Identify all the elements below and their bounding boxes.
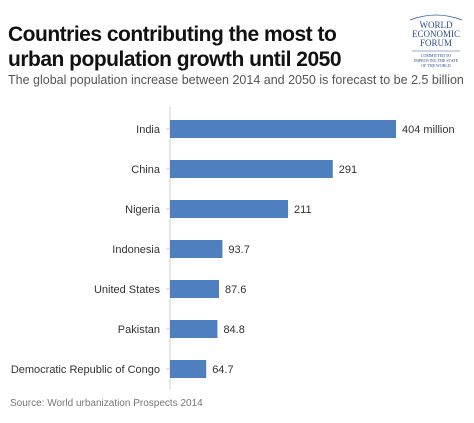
bar bbox=[170, 320, 218, 338]
category-label: China bbox=[131, 164, 161, 176]
bar bbox=[170, 280, 220, 298]
source-note: Source: World urbanization Prospects 201… bbox=[10, 398, 203, 409]
value-label: 291 bbox=[339, 164, 357, 176]
category-label: India bbox=[136, 124, 161, 136]
value-label: 211 bbox=[294, 204, 312, 216]
value-label: 64.7 bbox=[212, 364, 233, 376]
logo-line-world: WORLD bbox=[420, 20, 453, 30]
value-label: 93.7 bbox=[228, 244, 249, 256]
bar bbox=[170, 360, 207, 378]
category-label: United States bbox=[94, 284, 161, 296]
logo-tagline-2: IMPROVING THE STATE bbox=[414, 58, 459, 63]
category-label: Democratic Republic of Congo bbox=[11, 364, 160, 376]
bar-chart: India 404 million China 291 Nigeria 211 Indone… bbox=[0, 105, 474, 390]
logo-line-economic: ECONOMIC bbox=[412, 29, 460, 39]
value-label: 404 million bbox=[402, 124, 455, 136]
wef-logo-arc-icon bbox=[409, 14, 463, 21]
bar bbox=[170, 120, 396, 138]
category-label: Indonesia bbox=[112, 244, 161, 256]
category-label: Nigeria bbox=[125, 204, 161, 216]
bar bbox=[170, 160, 333, 178]
logo-tagline-3: OF THE WORLD bbox=[421, 63, 451, 68]
bar bbox=[170, 240, 223, 258]
wef-logo: WORLD ECONOMIC FORUM COMMITTED TO IMPROV… bbox=[404, 14, 468, 72]
value-label: 84.8 bbox=[223, 324, 244, 336]
chart-title: Countries contributing the most to urban… bbox=[8, 23, 342, 71]
category-label: Pakistan bbox=[118, 324, 160, 336]
value-label: 87.6 bbox=[225, 284, 246, 296]
bar bbox=[170, 200, 289, 218]
logo-line-forum: FORUM bbox=[420, 38, 452, 48]
logo-tagline-1: COMMITTED TO bbox=[421, 53, 452, 58]
chart-subtitle: The global population increase between 2… bbox=[8, 73, 464, 87]
